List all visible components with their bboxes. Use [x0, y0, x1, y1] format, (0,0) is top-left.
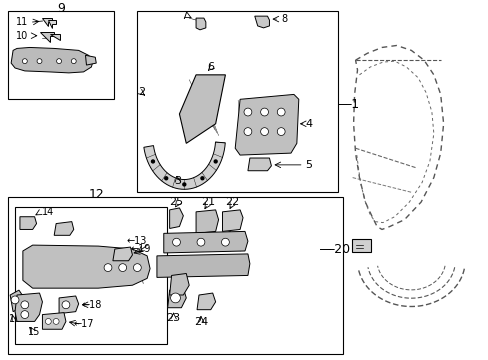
PathPatch shape — [11, 48, 93, 73]
Text: 25: 25 — [169, 197, 183, 207]
PathPatch shape — [197, 293, 215, 310]
Circle shape — [244, 128, 251, 135]
Circle shape — [260, 128, 268, 135]
Circle shape — [21, 301, 29, 309]
PathPatch shape — [41, 32, 54, 41]
Text: ←19: ←19 — [130, 244, 150, 254]
PathPatch shape — [50, 34, 60, 40]
Text: 10: 10 — [16, 31, 28, 41]
Circle shape — [197, 238, 204, 246]
PathPatch shape — [85, 55, 96, 65]
Text: 5: 5 — [305, 160, 311, 170]
PathPatch shape — [235, 94, 298, 155]
Circle shape — [57, 59, 61, 64]
Text: ←18: ←18 — [81, 300, 102, 310]
Circle shape — [45, 319, 51, 324]
PathPatch shape — [10, 290, 23, 312]
PathPatch shape — [113, 247, 132, 261]
Text: –20: –20 — [327, 243, 349, 256]
PathPatch shape — [196, 18, 205, 30]
Text: –1: –1 — [345, 98, 359, 111]
Circle shape — [133, 264, 141, 271]
PathPatch shape — [42, 312, 66, 329]
Text: 23: 23 — [166, 312, 180, 323]
PathPatch shape — [23, 245, 150, 288]
Text: ←13: ←13 — [126, 236, 147, 246]
PathPatch shape — [143, 142, 225, 189]
PathPatch shape — [179, 75, 225, 143]
Circle shape — [104, 264, 112, 271]
PathPatch shape — [48, 20, 56, 28]
Circle shape — [119, 264, 126, 271]
Bar — [8, 11, 114, 99]
Circle shape — [37, 59, 42, 64]
Circle shape — [170, 293, 180, 303]
PathPatch shape — [15, 293, 42, 321]
PathPatch shape — [54, 222, 74, 235]
Circle shape — [151, 160, 154, 163]
Bar — [351, 239, 370, 252]
Circle shape — [244, 108, 251, 116]
PathPatch shape — [163, 231, 247, 253]
Text: 12: 12 — [88, 188, 104, 201]
PathPatch shape — [157, 254, 249, 278]
Circle shape — [221, 238, 229, 246]
PathPatch shape — [169, 274, 189, 295]
PathPatch shape — [196, 210, 218, 233]
PathPatch shape — [42, 18, 52, 26]
Circle shape — [183, 183, 185, 186]
Circle shape — [260, 108, 268, 116]
Circle shape — [277, 128, 285, 135]
Bar — [199, 215, 210, 222]
Text: 2: 2 — [138, 87, 144, 98]
Circle shape — [21, 311, 29, 319]
Bar — [137, 11, 337, 192]
Circle shape — [214, 160, 217, 163]
Bar — [8, 197, 342, 354]
Text: 14: 14 — [41, 207, 54, 217]
Text: 6: 6 — [207, 62, 214, 72]
Bar — [62, 261, 70, 269]
Bar — [46, 261, 54, 269]
PathPatch shape — [254, 16, 269, 28]
Text: 22: 22 — [224, 197, 239, 207]
Circle shape — [11, 296, 19, 304]
Text: ←17: ←17 — [73, 319, 94, 329]
Bar — [33, 261, 41, 269]
Text: 7: 7 — [181, 11, 187, 21]
Text: 3: 3 — [174, 176, 181, 185]
PathPatch shape — [222, 210, 243, 231]
PathPatch shape — [59, 296, 79, 314]
PathPatch shape — [169, 208, 183, 229]
Text: 21: 21 — [201, 197, 214, 207]
Text: 11: 11 — [16, 17, 28, 27]
Circle shape — [53, 319, 59, 324]
Circle shape — [277, 108, 285, 116]
Circle shape — [164, 177, 167, 180]
Circle shape — [71, 59, 76, 64]
Text: 24: 24 — [193, 318, 208, 327]
PathPatch shape — [247, 158, 271, 171]
Circle shape — [62, 301, 70, 309]
Circle shape — [201, 177, 203, 180]
Text: 15: 15 — [28, 327, 41, 337]
Bar — [15, 207, 166, 344]
PathPatch shape — [20, 217, 37, 229]
Text: 4: 4 — [305, 119, 311, 129]
Circle shape — [172, 238, 180, 246]
Text: 16: 16 — [9, 315, 21, 324]
Text: 8: 8 — [281, 14, 286, 24]
Text: 9: 9 — [57, 2, 65, 15]
Circle shape — [22, 59, 27, 64]
PathPatch shape — [167, 288, 186, 308]
